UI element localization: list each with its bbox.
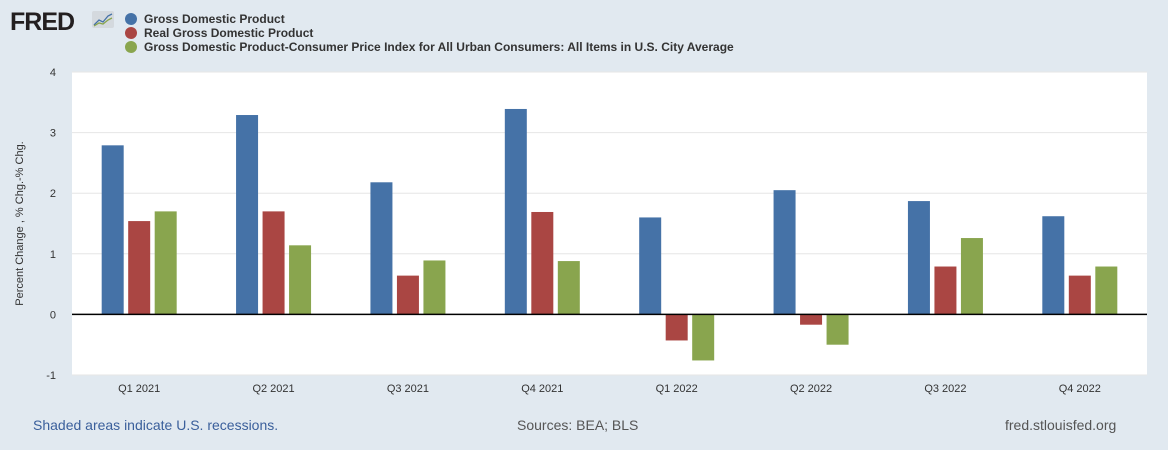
y-tick-label: 1 [50,249,56,261]
bar-real-gdp [800,314,823,325]
x-tick-label: Q4 2022 [1059,383,1101,395]
fred-logo[interactable]: FRED [10,8,75,36]
legend-label: Real Gross Domestic Product [144,26,314,40]
bar-gdp [1042,216,1065,315]
legend-item[interactable]: Gross Domestic Product [125,12,734,26]
y-tick-label: 2 [50,188,56,200]
x-tick-label: Q2 2022 [790,383,832,395]
bar-real-gdp [128,221,151,315]
bar-real-gdp [531,211,554,315]
chart-logo-icon [92,11,114,28]
y-tick-label: -1 [46,370,56,382]
bar-gdp [370,182,393,315]
plot-area [72,72,1147,375]
site-link[interactable]: fred.stlouisfed.org [1005,417,1117,433]
bar-real-gdp [396,275,419,315]
x-tick-label: Q3 2021 [387,383,429,395]
bar-real-gdp [934,266,957,315]
x-tick-label: Q1 2021 [118,383,160,395]
y-tick-label: 3 [50,128,56,140]
x-tick-label: Q4 2021 [521,383,563,395]
legend-label: Gross Domestic Product [144,12,285,26]
recessions-note[interactable]: Shaded areas indicate U.S. recessions. [33,417,279,433]
sources: Sources: BEA; BLS [517,417,639,433]
legend-dot-icon [125,27,137,39]
bar-gdp [101,145,124,315]
legend-dot-icon [125,41,137,53]
bar-gdp-cpi [692,314,715,361]
bar-gdp [504,108,527,315]
bar-real-gdp [1068,275,1091,315]
bar-gdp-cpi [1095,266,1118,315]
bar-real-gdp [262,211,285,315]
bar-gdp-cpi [557,261,580,315]
bar-gdp-cpi [826,314,849,345]
bar-chart: 4 3 2 1 0 -1 Percent Change , % Chg.-% Chg. Q1 … [14,67,1147,395]
bar-gdp [639,217,662,315]
bar-gdp [236,115,259,315]
y-tick-label: 0 [50,309,56,321]
x-tick-label: Q3 2022 [924,383,966,395]
legend-item[interactable]: Real Gross Domestic Product [125,26,734,40]
bar-real-gdp [665,314,688,341]
bar-gdp [773,190,796,315]
x-tick-label: Q2 2021 [252,383,294,395]
y-axis-label: Percent Change , % Chg.-% Chg. [14,141,26,305]
bar-gdp [907,201,930,315]
x-tick-label: Q1 2022 [656,383,698,395]
legend: Gross Domestic Product Real Gross Domest… [125,12,734,54]
y-tick-label: 4 [50,67,56,79]
bar-gdp-cpi [960,238,983,315]
legend-item[interactable]: Gross Domestic Product-Consumer Price In… [125,40,734,54]
legend-dot-icon [125,13,137,25]
bar-gdp-cpi [154,211,177,315]
bar-gdp-cpi [289,245,312,315]
bar-gdp-cpi [423,260,446,315]
legend-label: Gross Domestic Product-Consumer Price In… [144,40,734,54]
